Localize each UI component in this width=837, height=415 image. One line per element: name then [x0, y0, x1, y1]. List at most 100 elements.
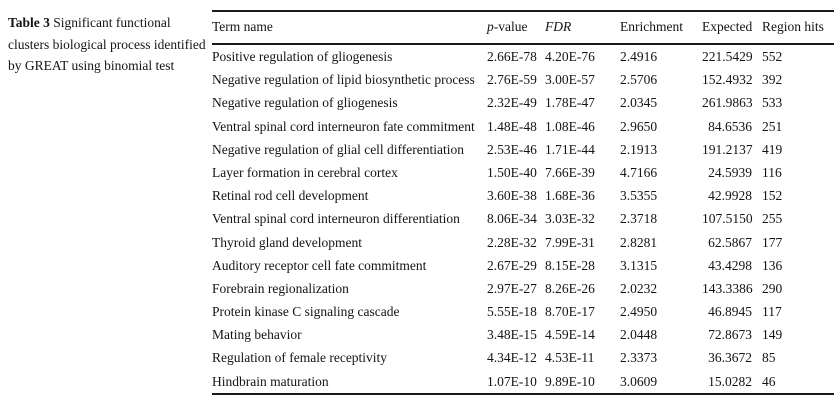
cell-region-hits: 149: [762, 327, 783, 343]
cell-p-value: 2.97E-27: [487, 280, 537, 296]
cell-enrichment: 2.3718: [620, 211, 658, 227]
cell-term-name: Thyroid gland development: [212, 234, 362, 250]
cell-fdr: 8.15E-28: [545, 257, 595, 273]
table-row: Positive regulation of gliogenesis 2.66E…: [212, 44, 834, 68]
cell-expected: 36.3672: [708, 350, 752, 366]
column-header-enrichment: Enrichment: [620, 11, 702, 45]
table-row: Forebrain regionalization 2.97E-27 8.26E…: [212, 277, 834, 300]
cell-term-name: Negative regulation of lipid biosyntheti…: [212, 72, 475, 88]
table-row: Negative regulation of glial cell differ…: [212, 138, 834, 161]
cell-term-name: Ventral spinal cord interneuron fate com…: [212, 118, 475, 134]
cell-enrichment: 2.4916: [620, 49, 658, 64]
cell-term-name: Layer formation in cerebral cortex: [212, 164, 398, 180]
cell-region-hits: 255: [762, 211, 783, 227]
cell-p-value: 5.55E-18: [487, 304, 537, 320]
cell-fdr: 3.00E-57: [545, 72, 595, 88]
table-row: Retinal rod cell development 3.60E-38 1.…: [212, 184, 834, 207]
cell-fdr: 1.78E-47: [545, 95, 595, 111]
table-row: Ventral spinal cord interneuron fate com…: [212, 115, 834, 138]
cell-fdr: 1.68E-36: [545, 188, 595, 204]
cell-term-name: Retinal rod cell development: [212, 188, 369, 204]
table-row: Negative regulation of gliogenesis 2.32E…: [212, 91, 834, 114]
cell-region-hits: 117: [762, 304, 782, 320]
column-header-expected: Expected: [702, 11, 752, 45]
p-value-header-italic-p: p: [487, 19, 494, 34]
cell-expected: 84.6536: [708, 118, 752, 134]
cell-region-hits: 85: [762, 350, 776, 366]
cell-fdr: 7.66E-39: [545, 164, 595, 180]
table-row: Auditory receptor cell fate commitment 2…: [212, 254, 834, 277]
table-header: Term name p-value FDR Enrichment Expecte…: [212, 11, 834, 45]
cell-region-hits: 290: [762, 280, 783, 296]
cell-expected: 62.5867: [708, 234, 752, 250]
cell-enrichment: 4.7166: [620, 164, 658, 180]
table-row: Protein kinase C signaling cascade 5.55E…: [212, 300, 834, 323]
table-row: Thyroid gland development 2.28E-32 7.99E…: [212, 231, 834, 254]
cell-p-value: 4.34E-12: [487, 350, 537, 366]
cell-p-value: 2.76E-59: [487, 72, 537, 88]
cell-expected: 15.0282: [708, 373, 752, 389]
cell-region-hits: 251: [762, 118, 783, 134]
cell-fdr: 1.08E-46: [545, 118, 595, 134]
cell-p-value: 2.53E-46: [487, 141, 537, 157]
table-row: Regulation of female receptivity 4.34E-1…: [212, 346, 834, 369]
cell-expected: 46.8945: [708, 304, 752, 320]
cell-expected: 221.5429: [702, 49, 753, 64]
cell-region-hits: 46: [762, 373, 776, 389]
cell-enrichment: 2.8281: [620, 234, 658, 250]
cell-enrichment: 2.1913: [620, 141, 658, 157]
cell-fdr: 9.89E-10: [545, 373, 595, 389]
cell-region-hits: 136: [762, 257, 783, 273]
cell-expected: 261.9863: [702, 95, 753, 111]
table-row: Ventral spinal cord interneuron differen…: [212, 207, 834, 230]
cell-expected: 143.3386: [702, 280, 753, 296]
table-body: Positive regulation of gliogenesis 2.66E…: [212, 44, 834, 394]
cell-term-name: Hindbrain maturation: [212, 373, 329, 389]
cell-p-value: 2.67E-29: [487, 257, 537, 273]
table-caption-label: Table 3: [8, 15, 50, 30]
table-row: Negative regulation of lipid biosyntheti…: [212, 68, 834, 91]
cell-expected: 107.5150: [702, 211, 753, 227]
cell-fdr: 4.20E-76: [545, 49, 595, 64]
table-caption: Table 3 Significant functional clusters …: [8, 12, 208, 77]
cell-term-name: Regulation of female receptivity: [212, 350, 388, 366]
cell-term-name: Ventral spinal cord interneuron differen…: [212, 211, 460, 227]
cell-term-name: Positive regulation of gliogenesis: [212, 49, 393, 64]
cell-p-value: 1.50E-40: [487, 164, 537, 180]
results-table: Term name p-value FDR Enrichment Expecte…: [212, 10, 834, 395]
cell-p-value: 2.66E-78: [487, 49, 537, 64]
cell-p-value: 2.28E-32: [487, 234, 537, 250]
table-row: Mating behavior 3.48E-15 4.59E-14 2.0448…: [212, 323, 834, 346]
cell-region-hits: 152: [762, 188, 783, 204]
cell-p-value: 3.48E-15: [487, 327, 537, 343]
cell-enrichment: 2.4950: [620, 304, 658, 320]
cell-expected: 152.4932: [702, 72, 753, 88]
cell-fdr: 7.99E-31: [545, 234, 595, 250]
cell-p-value: 1.07E-10: [487, 373, 537, 389]
table-row: Hindbrain maturation 1.07E-10 9.89E-10 3…: [212, 370, 834, 394]
table-header-row: Term name p-value FDR Enrichment Expecte…: [212, 11, 834, 45]
table-row: Layer formation in cerebral cortex 1.50E…: [212, 161, 834, 184]
cell-enrichment: 3.5355: [620, 188, 658, 204]
column-header-p-value: p-value: [487, 11, 545, 45]
cell-region-hits: 533: [762, 95, 783, 111]
cell-region-hits: 177: [762, 234, 783, 250]
cell-expected: 24.5939: [708, 164, 752, 180]
cell-p-value: 1.48E-48: [487, 118, 537, 134]
column-header-term-name: Term name: [212, 11, 487, 45]
cell-expected: 191.2137: [702, 141, 753, 157]
cell-term-name: Negative regulation of gliogenesis: [212, 95, 398, 111]
cell-fdr: 4.59E-14: [545, 327, 595, 343]
cell-enrichment: 3.1315: [620, 257, 658, 273]
cell-region-hits: 116: [762, 164, 782, 180]
cell-term-name: Mating behavior: [212, 327, 302, 343]
cell-expected: 72.8673: [708, 327, 752, 343]
column-header-fdr: FDR: [545, 11, 620, 45]
cell-p-value: 8.06E-34: [487, 211, 537, 227]
cell-fdr: 4.53E-11: [545, 350, 595, 366]
cell-enrichment: 2.9650: [620, 118, 658, 134]
cell-region-hits: 392: [762, 72, 783, 88]
cell-fdr: 8.26E-26: [545, 280, 595, 296]
cell-expected: 42.9928: [708, 188, 752, 204]
column-header-region-hits: Region hits: [752, 11, 834, 45]
